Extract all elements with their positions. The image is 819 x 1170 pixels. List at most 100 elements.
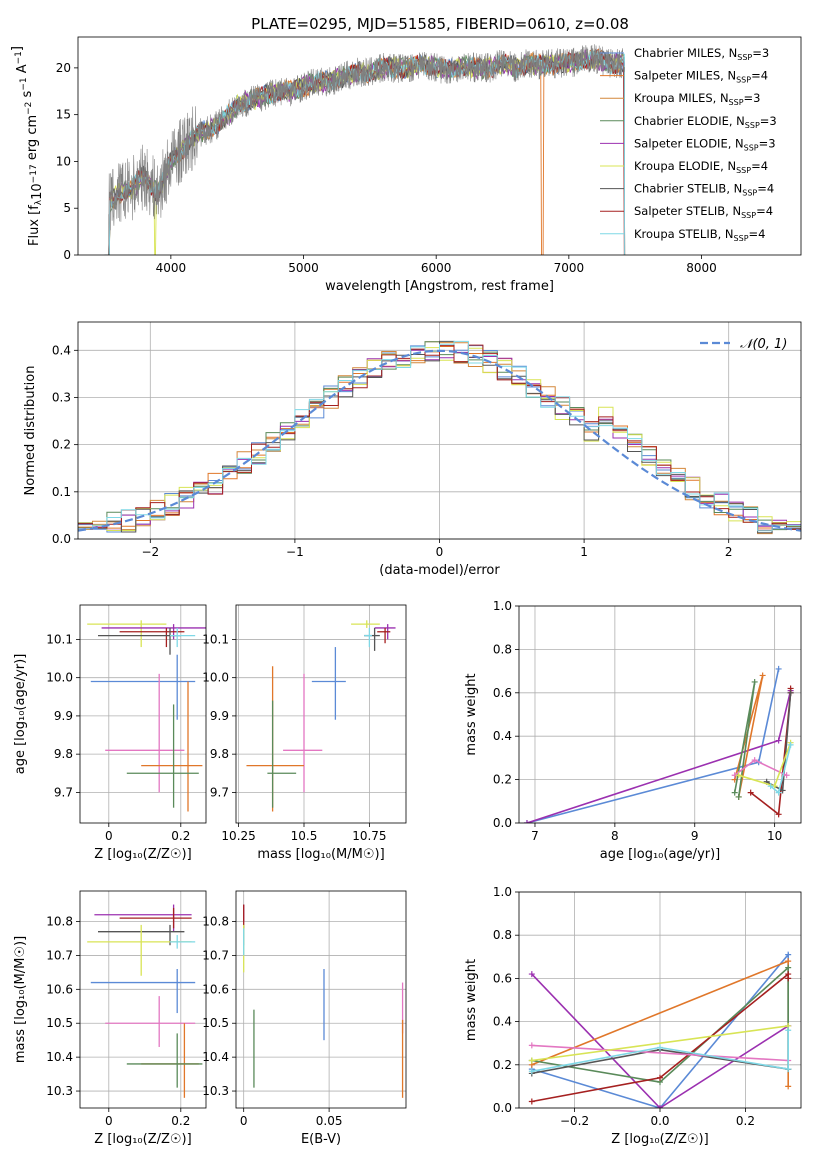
mass_vs_Z-plot-area [87,904,203,1098]
y-tick-label: 9.7 [54,785,73,799]
errorbar-point [126,1033,203,1088]
y-tick-label: 0.2 [493,1058,512,1072]
x-axis-label: Z [log₁₀(Z/Z☉)] [94,847,191,862]
massweight_vs_Z-panel: −0.2 0.0 0.2 0.0 0.2 0.4 0.6 0.8 1.0 Z [log₁₀(Z/Z… [464,885,802,1147]
y-tick-label: 9.8 [210,747,229,761]
legend-label-part: =4 [749,227,766,241]
y-tick-label: 10.1 [46,632,73,646]
x-tick-label: 0.2 [171,1114,190,1128]
x-tick-label: 0 [240,1114,248,1128]
y-tick-label: 10.7 [202,948,229,962]
y-tick-label: 5 [63,201,71,215]
legend-label-part: =4 [756,204,773,218]
errorbar-point [311,647,346,720]
x-tick-label: 10.75 [352,829,386,843]
y-tick-label: 0.4 [493,729,512,743]
y-tick-label: 10.1 [202,632,229,646]
weight-marker [735,793,742,800]
y-tick-label: 0.3 [52,390,71,404]
legend-label-part: Chabrier MILES, N [634,46,737,60]
weight-marker [787,689,794,696]
legend-label: Salpeter ELODIE, NSSP=3 [634,136,776,152]
weight-marker [779,787,786,794]
errorbar-point [87,620,167,648]
axes-frame [518,605,802,824]
x-tick-label: 1 [580,545,588,559]
y-axis-label: mass weight [464,673,479,755]
y-tick-label: 10.6 [46,982,73,996]
x-tick-label: −0.2 [560,1114,589,1128]
legend-label-part: =3 [752,46,769,60]
weight-marker [785,1027,792,1034]
errorbar-point [351,620,380,628]
legend-label: Salpeter MILES, NSSP=4 [634,69,768,85]
errorbar-point [105,673,185,793]
errorbar-point [119,907,192,929]
x-axis-label: E(B-V) [301,1132,341,1147]
axes-frame [235,890,407,1109]
weight-marker [657,1105,663,1108]
weight-marker [783,772,790,779]
y-tick-label: 0.2 [52,438,71,452]
legend-label: Chabrier STELIB, NSSP=4 [634,182,774,198]
y-axis-label-part: A [15,64,30,77]
observed-spectrum [104,44,625,255]
errorbar-point [170,627,196,648]
x-tick-label: 10.25 [221,829,255,843]
weight-marker [657,1074,663,1081]
legend-label-part: SSP [737,53,752,62]
legend-label-part: Salpeter STELIB, N [634,204,741,218]
errorbar-point [141,681,203,812]
weight-marker [759,672,766,679]
x-tick-label: 8000 [686,261,717,275]
x-tick-label: −2 [141,545,159,559]
y-tick-label: 0 [63,248,71,262]
weight-line [531,1025,789,1062]
legend-label-part: Salpeter ELODIE, N [634,136,744,150]
errorbar-point [170,935,196,949]
y-tick-label: 9.8 [54,747,73,761]
y-axis-label-part: −2 [24,102,34,115]
weight-line [531,1044,789,1062]
x-axis-label: (data-model)/error [379,563,500,578]
y-axis-label: Normed distribution [23,366,38,496]
y-axis-label-part: ] [10,46,25,51]
axes-frame [79,604,207,824]
errorbar-point [283,673,323,793]
mass_vs_EBV-plot-area [243,904,404,1098]
weight-marker [775,665,782,672]
x-tick-label: 9 [691,829,699,843]
y-tick-label: 10.5 [46,1016,73,1030]
legend-label-part: SSP [736,166,751,175]
weight-marker [775,789,782,796]
axes-frame [518,891,802,1109]
x-tick-label: −1 [286,545,304,559]
x-tick-label: 0 [436,545,444,559]
legend-label-part: =4 [751,159,768,173]
legend-label-part: =3 [760,114,777,128]
x-tick-label: 6000 [421,261,452,275]
legend-label-part: SSP [742,189,757,198]
x-tick-label: 5000 [288,261,319,275]
axes-frame [77,36,802,256]
weight-line [531,1030,789,1073]
x-tick-label: 2 [725,545,733,559]
errorbar-point [98,627,181,655]
weight-marker [775,811,782,818]
y-tick-label: 20 [56,61,71,75]
weight-marker [657,1044,663,1051]
age_vs_mass-panel: 10.25 10.5 10.75 9.7 9.8 9.9 10.0 10.1 mass [log… [202,604,407,862]
age_vs_Z-panel: 0 0.2 9.7 9.8 9.9 10.0 10.1 Z [log₁₀(Z/Z☉)] age … [13,604,207,862]
x-tick-label: 10 [767,829,782,843]
legend-label: Kroupa ELODIE, NSSP=4 [634,159,768,175]
residuals-panel: −2 −1 0 1 2 0.0 0.1 0.2 0.3 0.4 (data-model)/error… [23,321,802,578]
y-tick-label: 1.0 [493,885,512,899]
weight-marker [735,772,742,779]
x-tick-label: 0.2 [736,1114,755,1128]
y-tick-label: 10.7 [46,948,73,962]
y-axis-label: mass [log₁₀(M/M☉)] [13,936,28,1063]
errorbar-point [105,996,196,1047]
y-tick-label: 10.5 [202,1016,229,1030]
mass_vs_Z-panel: 0 0.2 10.3 10.4 10.5 10.6 10.7 10.8 Z [log₁₀(Z/Z… [13,890,207,1147]
